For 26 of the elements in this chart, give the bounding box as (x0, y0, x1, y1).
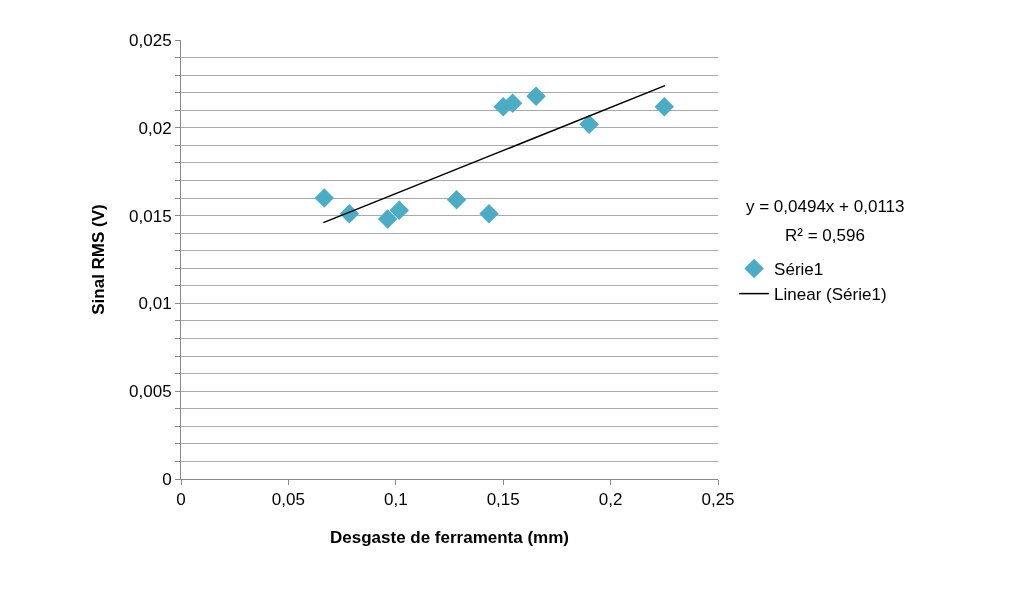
x-tick-label: 0,1 (383, 490, 408, 510)
text: R² = 0,596 (785, 226, 865, 245)
y-axis-title: Sinal RMS (V) (88, 204, 108, 315)
x-tick-label: 0,15 (486, 490, 520, 510)
point (389, 200, 409, 221)
x-tick-label: 0,05 (271, 490, 305, 510)
legend-label: Linear (Série1) (774, 285, 887, 305)
x-axis-title: Desgaste de ferramenta (mm) (329, 527, 570, 547)
point (314, 188, 335, 208)
point (654, 96, 675, 117)
x-tick-label: 0,25 (701, 490, 735, 510)
x-tick-label: 0 (176, 490, 186, 510)
y-tick-label: 0,015 (129, 206, 172, 226)
y-tick-label: 0,025 (129, 30, 172, 50)
y-tick-label: 0,02 (138, 118, 172, 138)
point (579, 114, 599, 135)
point (377, 209, 398, 229)
y-tick-label: 0 (162, 469, 172, 489)
point (446, 190, 467, 210)
point (526, 86, 546, 106)
x-tick-label: 0,2 (598, 490, 623, 510)
y-tick-label: 0,005 (129, 382, 172, 402)
text: y = 0,0494x + 0,0113 (746, 197, 905, 216)
legend-label: Série1 (774, 260, 824, 280)
y-tick-label: 0,01 (138, 294, 172, 314)
point (479, 204, 499, 224)
